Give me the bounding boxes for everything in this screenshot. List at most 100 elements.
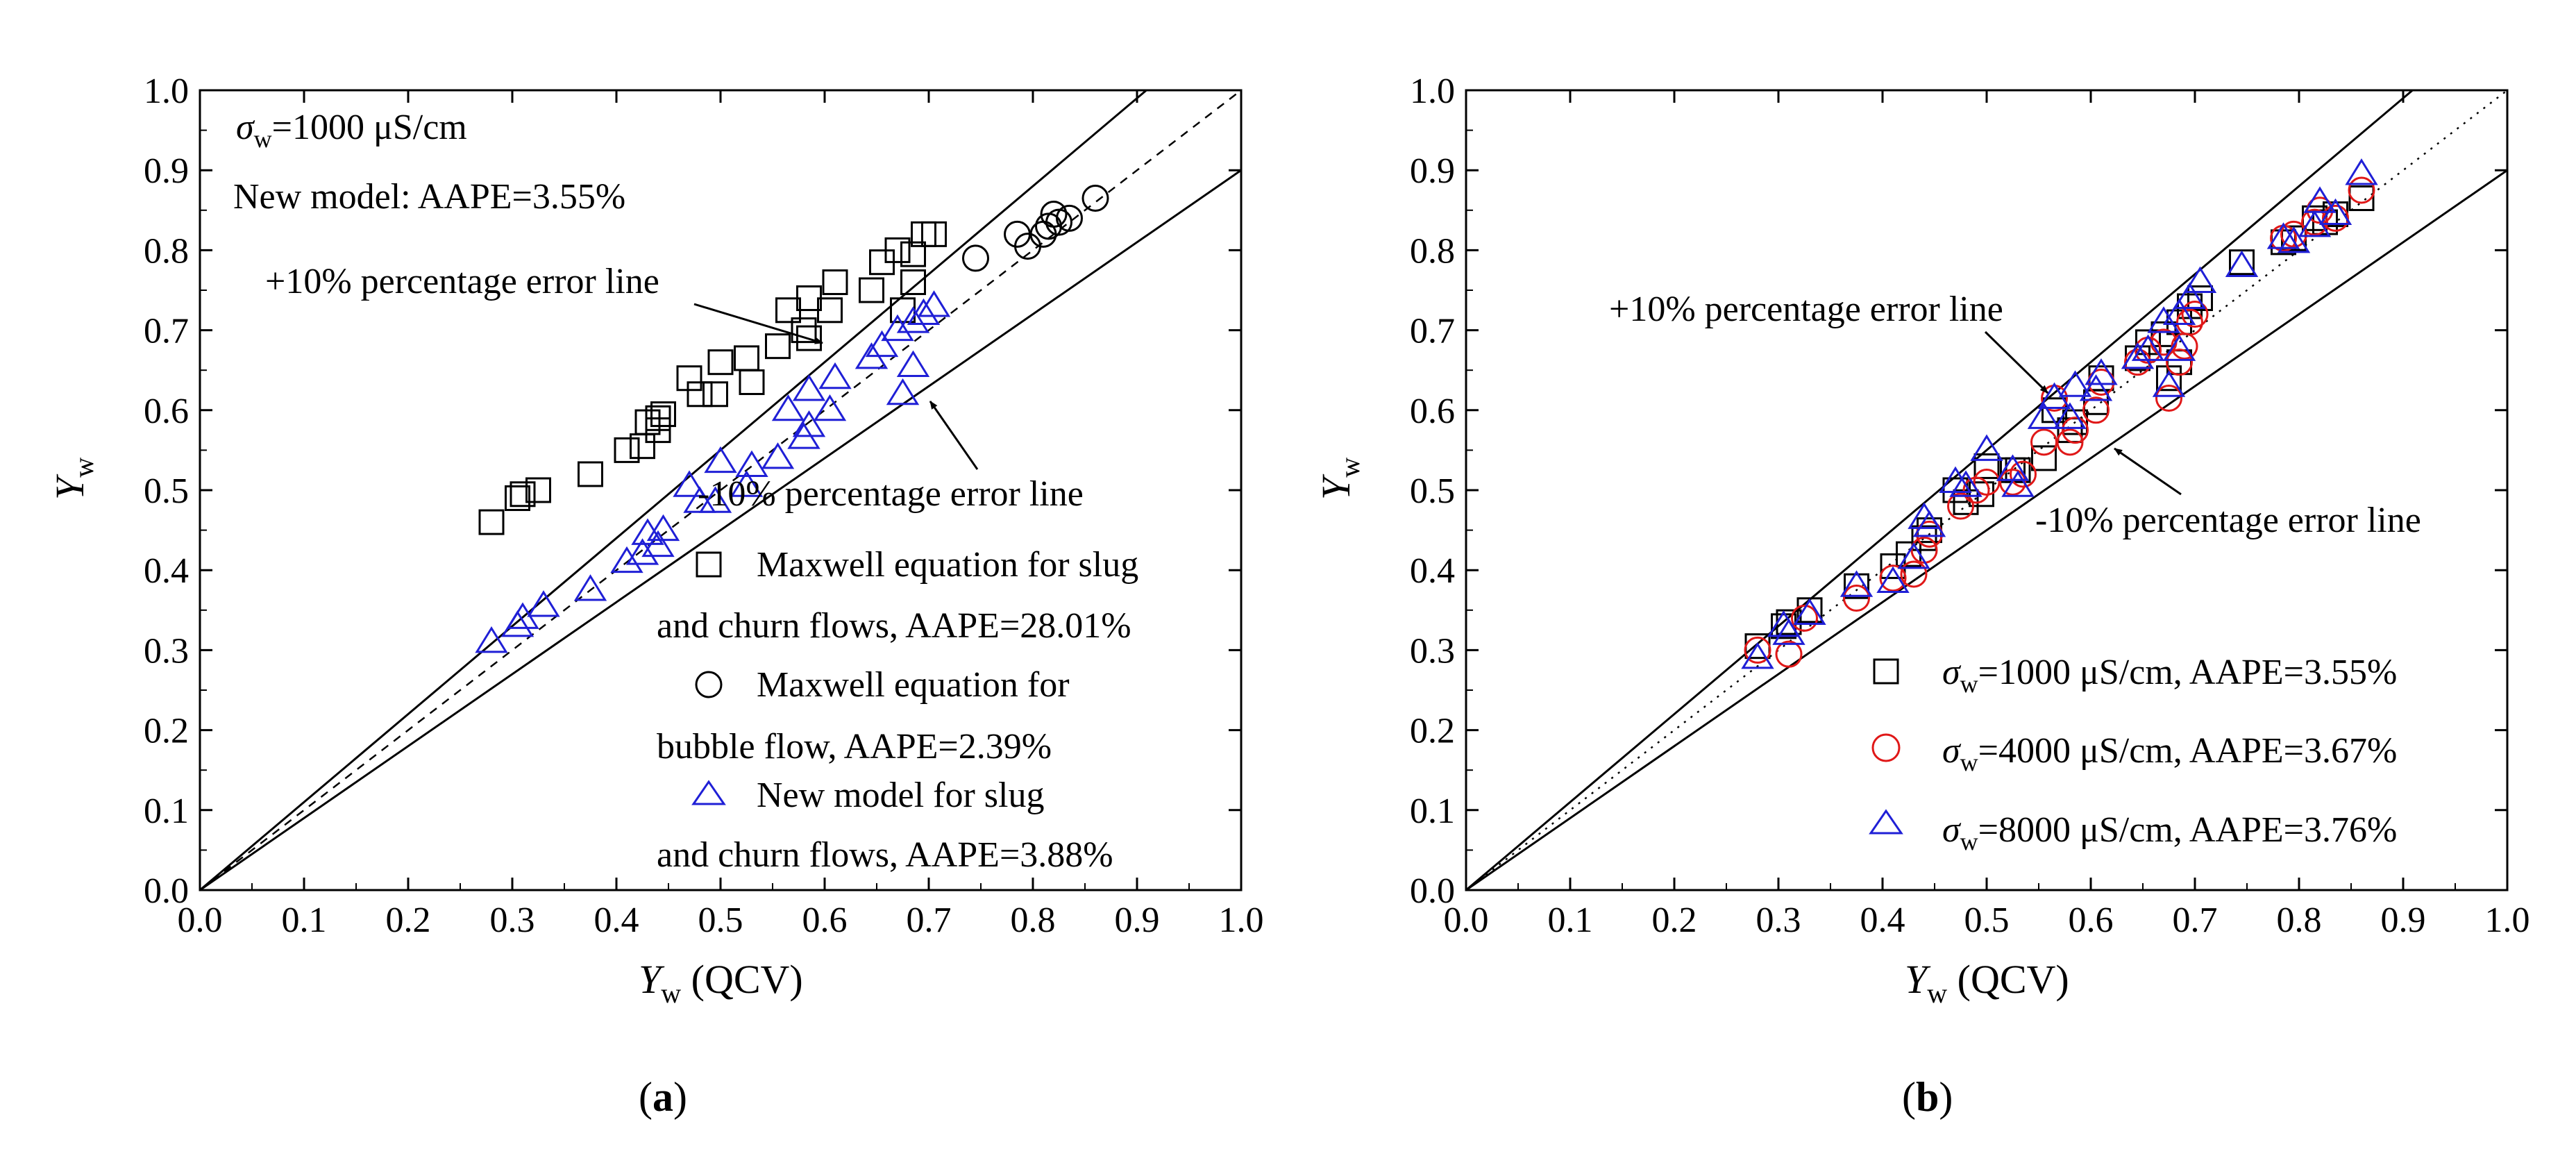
square-point: [676, 365, 702, 392]
triangle-point: [792, 374, 826, 401]
y-tick-label: 0.7: [1410, 312, 1455, 351]
legend-b: σw=1000 μS/cm, AAPE=3.55% σw=4000 μS/cm,…: [1869, 653, 2397, 855]
panel-b: 0.00.0 0.1 0.1 0.2 0.2 0.3 0.3 0.4 0.4 0.5 0.5 0.6 0…: [1313, 72, 2530, 1120]
plus10-error-line: [1465, 89, 2414, 891]
triangle-point: [527, 590, 560, 617]
square-point: [614, 437, 640, 463]
y-tick-label: 0.1: [1410, 791, 1455, 831]
circle-point: [1029, 220, 1057, 248]
triangle-point: [500, 610, 534, 637]
circle-point: [1962, 476, 1990, 504]
circle-point: [2155, 385, 2182, 412]
triangle-point: [1908, 502, 1941, 529]
triangle-point: [813, 394, 847, 421]
square-point: [505, 485, 530, 512]
circle-point: [1744, 636, 1771, 664]
plus10-arrow-b: [1984, 330, 2049, 394]
circle-point: [2348, 176, 2375, 204]
x-tick-label: 0.5: [698, 900, 743, 940]
square-point: [2062, 409, 2088, 435]
identity-line: [199, 90, 1242, 891]
triangle-point: [2173, 282, 2207, 310]
axis-ticks-b: 0.00.0 0.1 0.1 0.2 0.2 0.3 0.3 0.4 0.4 0.5 0.5 0.6 0…: [1410, 72, 2530, 940]
legend-b-item-1: σw=1000 μS/cm, AAPE=3.55%: [1942, 653, 2397, 698]
square-point: [765, 333, 791, 360]
square-point: [702, 381, 728, 408]
triangle-point: [771, 394, 805, 421]
x-axis-label-a: Yw (QCV): [639, 957, 803, 1009]
square-point: [884, 237, 911, 263]
x-tick-label: 0.9: [1115, 900, 1160, 940]
triangle-point: [2162, 298, 2196, 326]
triangle-point: [1772, 618, 1805, 645]
y-tick-label: 0.2: [1410, 712, 1455, 751]
circle-point: [2280, 220, 2307, 248]
legend-a-square-marker: [696, 551, 722, 578]
y-tick-label: 0.8: [144, 231, 189, 271]
circle-point: [2082, 396, 2110, 424]
reference-lines-a: [199, 89, 1242, 891]
circle-point: [1791, 604, 1818, 632]
circle-point: [2166, 349, 2193, 376]
x-axis-label-b: Yw (QCV): [1905, 957, 2069, 1009]
x-tick-label: 0.4: [1860, 900, 1905, 940]
circle-point: [1900, 560, 1928, 588]
square-point: [2187, 285, 2213, 312]
square-point: [650, 401, 676, 428]
triangle-point: [2152, 370, 2186, 397]
y-tick-label: 0.9: [144, 151, 189, 191]
triangle-point: [896, 350, 930, 377]
triangle-point: [735, 450, 768, 477]
x-tick-label: 0.3: [1756, 900, 1801, 940]
circle-point: [1056, 204, 1083, 232]
y-tick-label: 0.6: [1410, 392, 1455, 431]
circle-point: [1843, 585, 1870, 612]
x-tick-label: 1.0: [1219, 900, 1264, 940]
legend-a-item-2-line-2: bubble flow, AAPE=2.39%: [657, 727, 1052, 767]
triangle-point: [2277, 226, 2311, 253]
sigma-header-a: σw=1000 μS/cm: [236, 108, 467, 153]
square-point: [822, 269, 848, 295]
legend-b-triangle-marker: [1869, 809, 1903, 835]
y-tick-label: 0.6: [144, 392, 189, 431]
y-tick-label: 0.8: [1410, 231, 1455, 271]
triangle-point: [1939, 466, 1972, 493]
triangle-point: [792, 410, 826, 437]
legend-b-item-3: σw=8000 μS/cm, AAPE=3.76%: [1942, 810, 2397, 855]
triangle-point: [2162, 334, 2196, 361]
square-point: [734, 345, 759, 371]
triangle-point: [641, 530, 675, 558]
y-tick-label: 0.5: [144, 471, 189, 511]
circle-point: [1081, 185, 1109, 212]
data-points-b: [1741, 158, 2378, 669]
triangle-point: [2079, 374, 2113, 401]
legend-b-square-marker: [1873, 658, 1899, 685]
square-point: [510, 481, 536, 508]
triangle-point: [2266, 222, 2300, 249]
square-point: [578, 461, 603, 487]
triangle-point: [886, 378, 920, 405]
y-tick-label: 0.4: [144, 551, 189, 591]
legend-a-item-3-line-1: New model for slug: [757, 776, 1044, 815]
axis-ticks-a: 0.00.0 0.1 0.1 0.2 0.2 0.3 0.3 0.4 0.4 0.5 0.5 0.6 0…: [144, 72, 1264, 940]
plus10-annotation-b: +10% percentage error line: [1609, 290, 2003, 329]
data-points-a: [475, 185, 1109, 653]
square-point: [1969, 481, 1994, 508]
x-tick-label: 0.6: [2069, 900, 2114, 940]
triangle-point: [2131, 334, 2165, 361]
circle-point: [1775, 640, 1803, 668]
triangle-point: [704, 446, 737, 474]
plus10-annotation-a: +10% percentage error line: [265, 262, 659, 301]
legend-a-circle-marker: [695, 671, 723, 698]
triangle-point: [1912, 510, 1946, 537]
y-tick-label: 0.5: [1410, 471, 1455, 511]
triangle-point: [2058, 370, 2092, 397]
y-tick-label: 0.0: [1410, 871, 1455, 911]
y-tick-label: 0.7: [144, 312, 189, 351]
x-tick-label: 0.0: [1444, 900, 1489, 940]
x-tick-label: 0.0: [178, 900, 223, 940]
triangle-point: [2121, 342, 2155, 369]
triangle-point: [2027, 402, 2061, 429]
x-tick-label: 0.6: [802, 900, 848, 940]
